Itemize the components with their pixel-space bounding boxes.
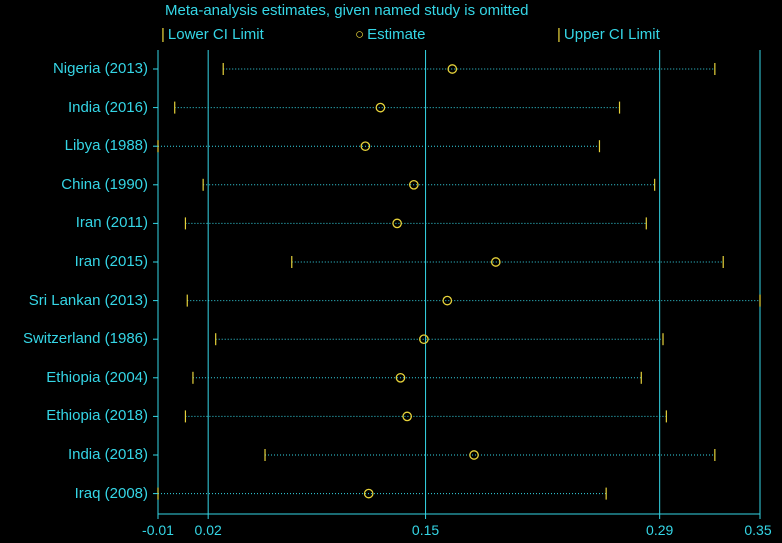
x-tick-label: -0.01 <box>142 522 174 538</box>
study-label: China (1990) <box>61 175 148 193</box>
estimate-circle-icon: ○ <box>355 26 365 43</box>
x-tick-label: 0.29 <box>646 522 674 538</box>
estimate-marker <box>408 179 419 190</box>
study-label: India (2018) <box>67 446 148 463</box>
x-tick-label: 0.02 <box>194 522 222 538</box>
study-label: Ethiopia (2004) <box>46 368 148 386</box>
study-label: Switzerland (1986) <box>22 330 148 348</box>
study-label: Ethiopia (2018) <box>46 407 148 425</box>
study-label: Iraq (2008) <box>74 484 148 502</box>
legend-lower-ci: | Lower CI Limit <box>161 26 264 43</box>
estimate-marker <box>392 218 402 229</box>
x-tick-label: 0.35 <box>744 522 772 538</box>
study-label: Sri Lankan (2013) <box>28 291 148 309</box>
lower-ci-marker-icon: | <box>161 26 165 43</box>
estimate-marker <box>375 102 386 113</box>
legend-upper-ci: | Upper CI Limit <box>557 26 660 43</box>
estimate-marker <box>490 257 501 267</box>
study-label: Iran (2015) <box>74 253 148 270</box>
legend-lower-ci-label: Lower CI Limit <box>167 26 264 43</box>
estimate-marker <box>363 488 374 499</box>
estimate-marker <box>395 372 406 383</box>
estimate-marker <box>469 450 479 460</box>
x-tick-label: 0.15 <box>411 522 440 538</box>
study-label: Libya (1988) <box>64 137 148 155</box>
study-label: Iran (2011) <box>75 214 148 232</box>
study-label: Nigeria (2013) <box>52 60 148 77</box>
estimate-marker <box>402 411 413 422</box>
legend-upper-ci-label: Upper CI Limit <box>563 26 660 43</box>
estimate-marker <box>447 64 458 74</box>
estimate-marker <box>419 334 429 345</box>
estimate-marker <box>442 295 453 306</box>
chart-title: Meta-analysis estimates, given named stu… <box>165 2 529 19</box>
study-label: India (2016) <box>67 98 148 116</box>
estimate-marker <box>360 141 371 152</box>
legend-estimate: ○ Estimate <box>355 26 425 43</box>
legend-estimate-label: Estimate <box>367 26 426 43</box>
upper-ci-marker-icon: | <box>557 26 561 43</box>
